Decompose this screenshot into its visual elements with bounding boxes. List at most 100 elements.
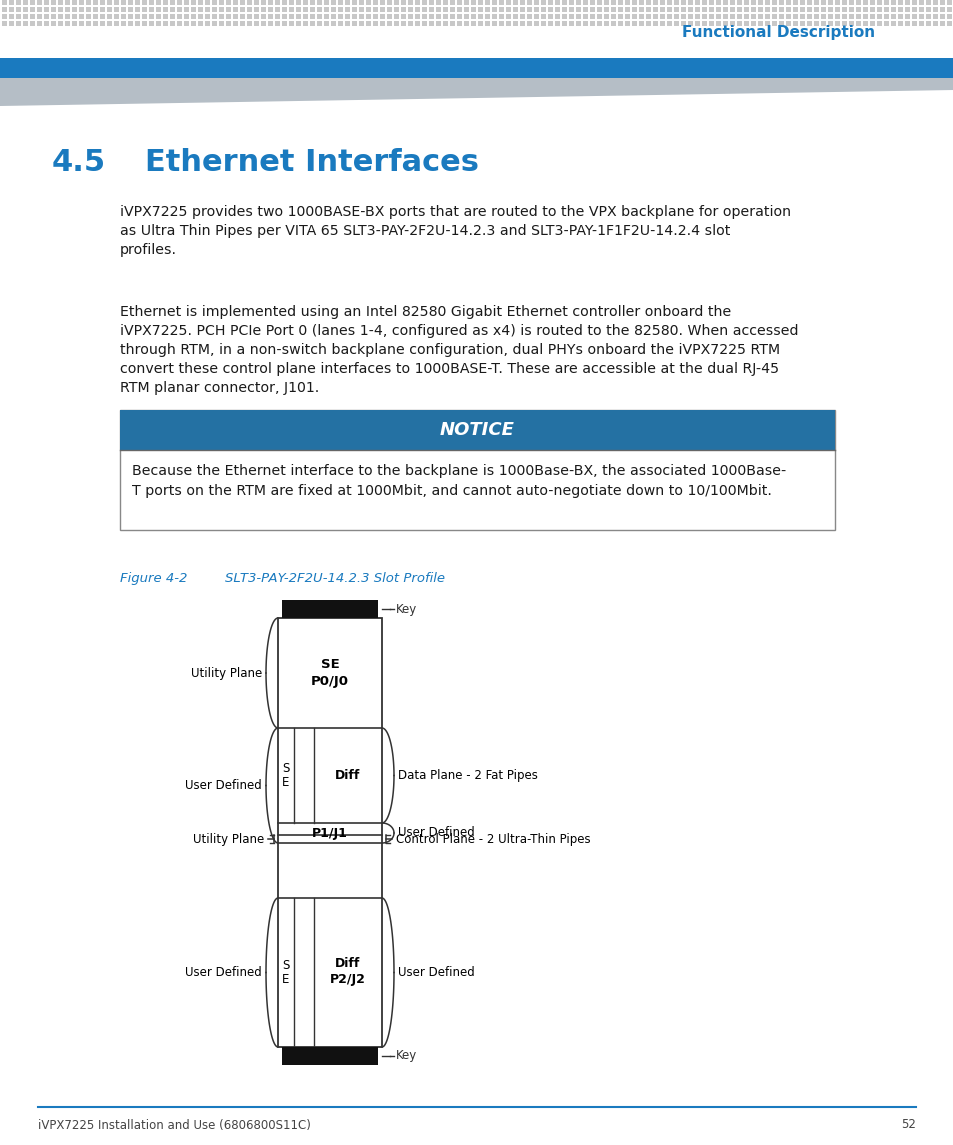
Bar — [219, 14, 224, 19]
Bar — [113, 7, 119, 11]
Bar — [561, 0, 566, 5]
Bar — [37, 21, 42, 26]
Bar — [442, 21, 448, 26]
Text: Diff: Diff — [335, 769, 360, 782]
Bar — [806, 7, 811, 11]
Bar — [149, 21, 153, 26]
Bar — [561, 14, 566, 19]
Bar — [785, 7, 790, 11]
Bar — [848, 0, 853, 5]
Bar — [597, 0, 601, 5]
Bar — [779, 14, 783, 19]
Text: Key: Key — [395, 1050, 416, 1063]
Bar — [352, 14, 356, 19]
Bar — [282, 600, 377, 618]
Bar — [316, 21, 322, 26]
Text: Because the Ethernet interface to the backplane is 1000Base-BX, the associated 1: Because the Ethernet interface to the ba… — [132, 464, 785, 497]
Bar — [121, 0, 126, 5]
Bar — [939, 7, 944, 11]
Bar — [219, 21, 224, 26]
Bar — [79, 0, 84, 5]
Bar — [316, 0, 322, 5]
Bar — [212, 21, 216, 26]
Bar — [429, 7, 434, 11]
Bar — [932, 7, 937, 11]
Bar — [890, 21, 895, 26]
Bar — [394, 21, 398, 26]
Text: Ethernet Interfaces: Ethernet Interfaces — [145, 148, 478, 177]
Bar — [450, 0, 455, 5]
Bar — [463, 21, 469, 26]
Bar — [652, 0, 658, 5]
Bar — [408, 21, 413, 26]
Bar — [450, 7, 455, 11]
Bar — [71, 21, 77, 26]
Bar — [92, 7, 98, 11]
Bar — [687, 14, 692, 19]
Bar — [618, 7, 622, 11]
Bar — [58, 0, 63, 5]
Bar — [624, 7, 629, 11]
Bar — [233, 21, 237, 26]
Bar — [821, 7, 825, 11]
Bar — [86, 0, 91, 5]
Bar — [358, 14, 364, 19]
Bar — [219, 7, 224, 11]
Bar — [589, 7, 595, 11]
Bar — [92, 0, 98, 5]
Bar — [436, 14, 440, 19]
Bar — [261, 7, 266, 11]
Bar — [806, 0, 811, 5]
Bar — [2, 14, 7, 19]
Bar — [659, 0, 664, 5]
Bar — [771, 21, 776, 26]
Bar — [9, 14, 14, 19]
Bar — [750, 21, 755, 26]
Bar — [827, 7, 832, 11]
Bar — [233, 7, 237, 11]
Bar — [876, 14, 882, 19]
Bar — [198, 7, 203, 11]
Text: E: E — [282, 973, 290, 986]
Bar — [316, 14, 322, 19]
Bar — [156, 21, 161, 26]
Text: Figure 4-2: Figure 4-2 — [120, 572, 187, 585]
Bar — [708, 21, 713, 26]
Bar — [547, 21, 553, 26]
Bar — [149, 0, 153, 5]
Bar — [764, 0, 769, 5]
Bar — [708, 7, 713, 11]
Bar — [576, 7, 580, 11]
Bar — [120, 410, 834, 530]
Bar — [869, 7, 874, 11]
Text: 52: 52 — [901, 1119, 915, 1131]
Bar — [107, 0, 112, 5]
Bar — [687, 21, 692, 26]
Bar — [939, 0, 944, 5]
Bar — [37, 14, 42, 19]
Bar — [79, 21, 84, 26]
Bar — [708, 14, 713, 19]
Bar — [44, 0, 49, 5]
Bar — [135, 21, 140, 26]
Bar — [429, 21, 434, 26]
Bar — [442, 14, 448, 19]
Bar — [716, 21, 720, 26]
Polygon shape — [0, 78, 953, 106]
Bar — [226, 0, 231, 5]
Bar — [841, 21, 846, 26]
Bar — [135, 0, 140, 5]
Bar — [652, 7, 658, 11]
Bar — [701, 0, 706, 5]
Bar — [261, 21, 266, 26]
Bar — [107, 7, 112, 11]
Bar — [555, 0, 559, 5]
Bar — [904, 21, 909, 26]
Bar — [848, 21, 853, 26]
Bar — [561, 21, 566, 26]
Bar — [177, 0, 182, 5]
Bar — [519, 21, 524, 26]
Bar — [764, 14, 769, 19]
Bar — [492, 0, 497, 5]
Bar — [16, 21, 21, 26]
